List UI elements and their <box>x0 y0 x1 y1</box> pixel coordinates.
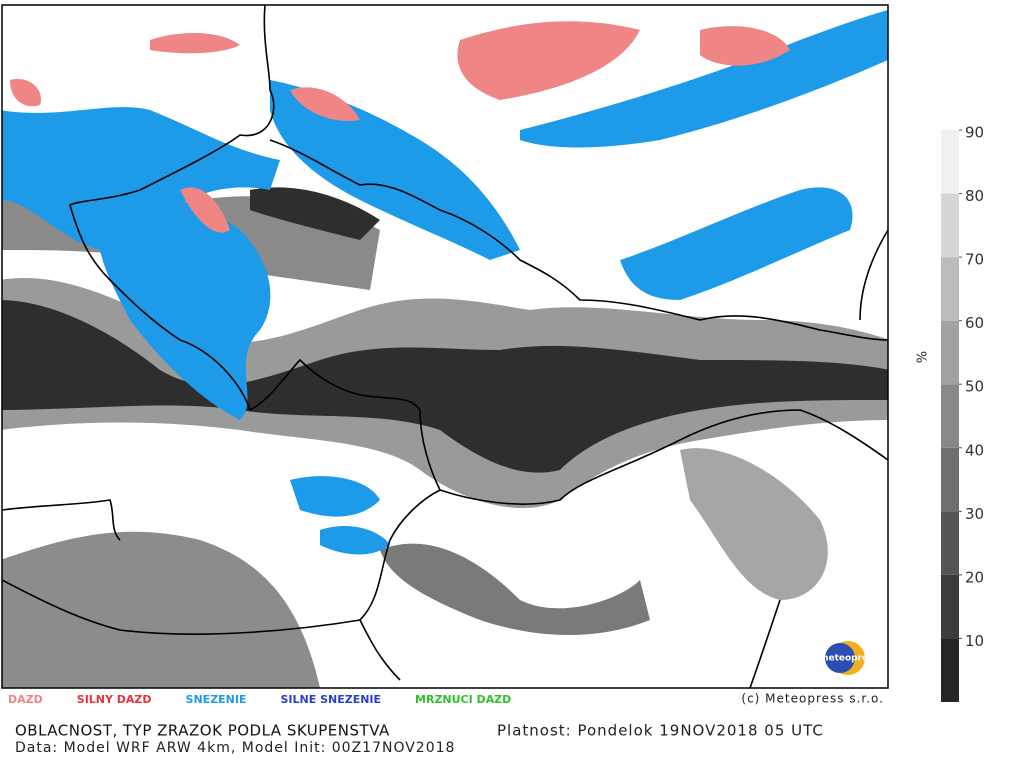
copyright: (c) Meteopress s.r.o. <box>741 692 884 706</box>
colorbar-unit: % <box>913 351 928 363</box>
colorbar-tick-label: 90 <box>965 124 984 142</box>
legend-label: DAZD <box>8 693 43 706</box>
rain-area <box>180 87 360 233</box>
snow-area <box>270 80 520 260</box>
colorbar-band <box>941 130 959 194</box>
title: OBLACNOST, TYP ZRAZOK PODLA SKUPENSTVA <box>15 722 390 740</box>
colorbar-band <box>941 574 959 639</box>
map: meteopress <box>1 4 889 689</box>
colorbar-tick-label: 60 <box>965 314 984 332</box>
colorbar-band <box>941 384 959 448</box>
legend-label: SILNE SNEZENIE <box>281 693 382 706</box>
borders <box>2 5 888 688</box>
snow-area <box>97 196 271 420</box>
colorbar-band <box>941 257 959 321</box>
legend-label: SILNY DAZD <box>77 693 152 706</box>
cloud-area-dense <box>2 300 888 473</box>
snow-area <box>620 187 853 300</box>
colorbar-tick-label: 40 <box>965 441 984 459</box>
logo-text: meteopress <box>819 654 879 664</box>
cloud-area <box>380 543 650 635</box>
source: Data: Model WRF ARW 4km, Model Init: 00Z… <box>15 740 455 756</box>
colorbar-tick-label: 10 <box>965 632 984 650</box>
map-frame <box>1 4 889 689</box>
logo-globe <box>825 643 855 673</box>
colorbar-tick-label: 50 <box>965 378 984 396</box>
snow-area <box>290 476 390 555</box>
colorbar-band <box>941 320 959 385</box>
colorbar-band <box>941 447 959 512</box>
legend-label: SNEZENIE <box>186 693 247 706</box>
validity: Platnost: Pondelok 19NOV2018 05 UTC <box>497 722 824 740</box>
colorbar-tick-label: 20 <box>965 568 984 586</box>
cloud-area <box>2 531 320 688</box>
colorbar-band <box>941 193 959 258</box>
colorbar-tick-label: 70 <box>965 251 984 269</box>
snow-area <box>2 107 280 250</box>
colorbar-tick-label: 80 <box>965 187 984 205</box>
colorbar-tick-label: 30 <box>965 505 984 523</box>
cloud-area <box>680 448 828 600</box>
cloud-area-dense <box>250 187 380 240</box>
rain-area <box>10 21 790 107</box>
colorbar-band <box>941 638 959 702</box>
snow-area <box>520 10 888 148</box>
colorbar-band <box>941 511 959 575</box>
map-layer <box>2 5 888 688</box>
legend-label: MRZNUCI DAZD <box>415 693 511 706</box>
